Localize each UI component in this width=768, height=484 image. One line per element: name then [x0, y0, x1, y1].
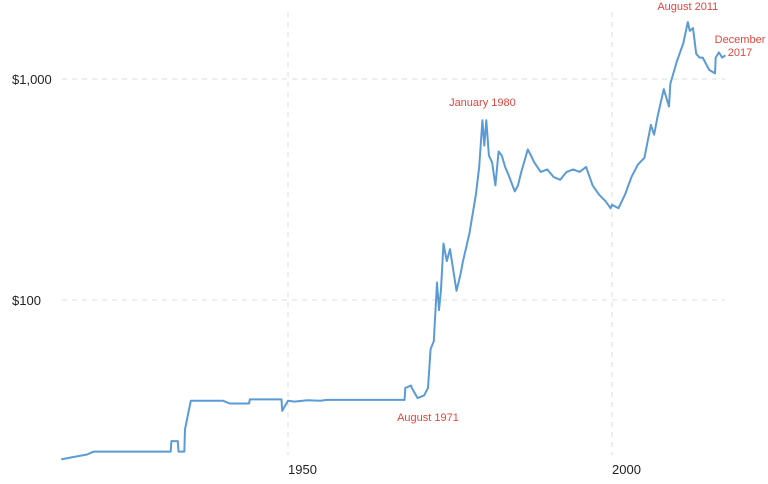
grid — [62, 12, 725, 455]
annotation: August 1971 — [397, 412, 459, 424]
annotation: January 1980 — [449, 97, 516, 109]
annotations: January 1980 August 1971 August 2011 Decemb… — [397, 1, 766, 424]
annotation-label: January 1980 — [449, 97, 516, 109]
tick-labels: $100 $1,000 1950 2000 — [12, 72, 641, 477]
x-tick-label: 2000 — [612, 462, 641, 477]
series-line-gold-price — [61, 21, 726, 461]
y-tick-label: $100 — [12, 293, 41, 308]
annotation-label: 2017 — [728, 47, 752, 59]
y-tick-label: $1,000 — [12, 72, 52, 87]
x-tick-label: 1950 — [288, 462, 317, 477]
annotation-label: December — [715, 34, 766, 46]
annotation: August 2011 — [657, 1, 718, 13]
annotation-label: August 2011 — [657, 1, 718, 13]
annotation-label: August 1971 — [397, 412, 459, 424]
